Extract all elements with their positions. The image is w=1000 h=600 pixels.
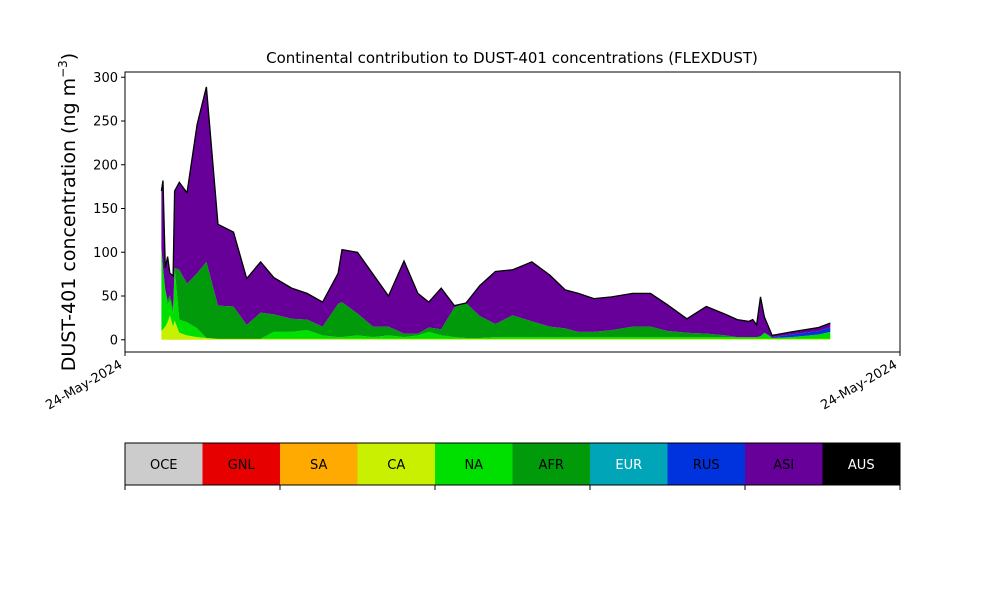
legend-label-na: NA [464, 458, 483, 473]
legend-swatch-afr [512, 443, 590, 485]
y-tick-label-200: 200 [93, 158, 118, 173]
legend-swatch-aus [822, 443, 900, 485]
legend-frame [124, 442, 901, 486]
plot-frame [124, 71, 901, 353]
x-tick-label-0: 24-May-2024 [43, 357, 125, 413]
y-tick-label-50: 50 [101, 290, 118, 305]
legend-label-asi: ASI [773, 458, 794, 473]
legend-swatch-na [435, 443, 513, 485]
y-tick-label-150: 150 [93, 202, 118, 217]
x-axis: 24-May-2024 24-May-2024 [43, 352, 901, 413]
legend-swatch-eur [590, 443, 668, 485]
legend-label-rus: RUS [693, 458, 720, 473]
y-axis-label-close: ) [58, 53, 80, 60]
area-series-asi [161, 86, 831, 338]
y-axis-label-unit-exponent: −3 [56, 60, 70, 78]
y-axis-label-main: DUST-401 concentration (ng m [58, 78, 80, 371]
legend-swatch-asi [745, 443, 823, 485]
legend-label-aus: AUS [848, 458, 875, 473]
legend-swatch-sa [280, 443, 358, 485]
legend-swatch-ca [357, 443, 435, 485]
legend-label-eur: EUR [615, 458, 642, 473]
y-axis: 0 50 100 150 200 250 300 [93, 71, 125, 348]
legend-swatch-rus [667, 443, 745, 485]
legend-label-gnl: GNL [228, 458, 256, 473]
y-tick-label-300: 300 [93, 71, 118, 86]
legend-label-afr: AFR [539, 458, 564, 473]
legend-label-oce: OCE [150, 458, 178, 473]
y-axis-label: DUST-401 concentration (ng m−3) [56, 53, 80, 371]
total-line [160, 86, 831, 337]
legend-label-ca: CA [387, 458, 405, 473]
y-tick-label-100: 100 [93, 246, 118, 261]
legend-swatch-gnl [202, 443, 280, 485]
y-tick-label-0: 0 [110, 333, 118, 348]
legend-swatch-oce [125, 443, 203, 485]
area-series-afr [161, 247, 831, 339]
chart-title: Continental contribution to DUST-401 con… [266, 49, 758, 67]
legend-label-sa: SA [310, 458, 327, 473]
legend: OCE GNL SA CA NA AFR EUR RUS ASI AUS [124, 442, 901, 490]
y-tick-label-250: 250 [93, 115, 118, 130]
plot-area [124, 71, 901, 353]
x-tick-label-1: 24-May-2024 [818, 357, 900, 413]
